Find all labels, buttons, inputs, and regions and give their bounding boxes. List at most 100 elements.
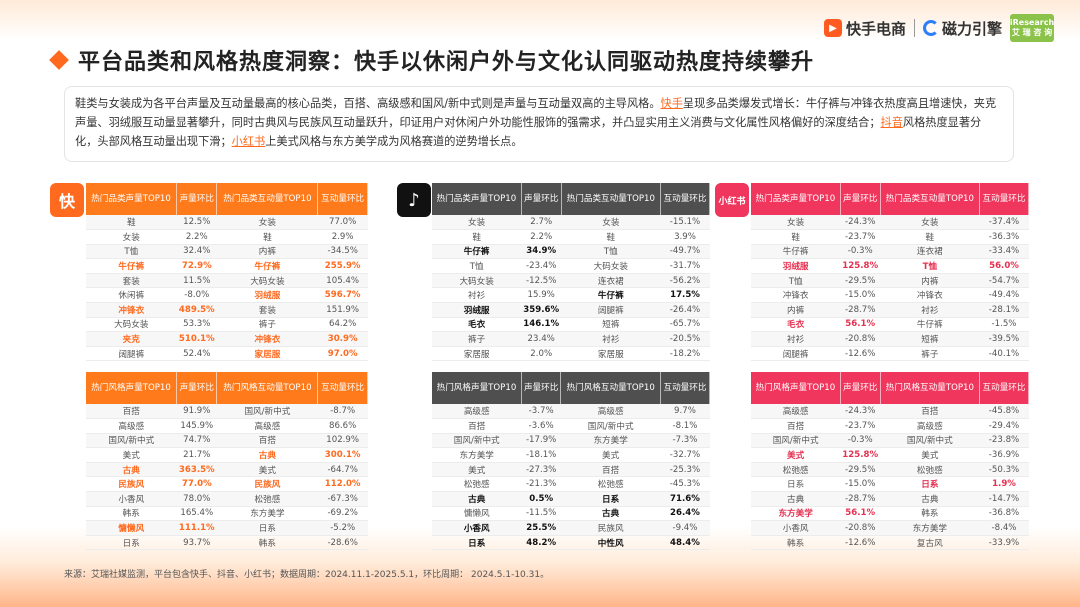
voice-change-value: 23.4%	[521, 331, 562, 347]
interaction-item: 复古风	[880, 535, 980, 551]
interaction-item: 冲锋衣	[216, 331, 318, 347]
voice-change-value: -29.5%	[840, 273, 881, 289]
voice-change-value: 32.4%	[176, 244, 217, 260]
interaction-item: 美式	[216, 462, 318, 478]
interaction-item: 牛仔裤	[561, 287, 661, 304]
table-row: 古典 363.5% 美式 -64.7%	[86, 462, 368, 478]
table-row: 百搭 91.9% 国风/新中式 -8.7%	[86, 404, 368, 420]
column-header: 热门风格声量TOP10	[86, 372, 178, 404]
interaction-item: 牛仔裤	[880, 317, 980, 333]
interaction-change-value: 3.9%	[660, 229, 710, 245]
voice-change-value: 74.7%	[176, 433, 217, 449]
voice-item: 内裤	[751, 302, 841, 318]
voice-item: 百搭	[751, 418, 841, 434]
voice-item: 女装	[86, 229, 177, 245]
table-row: 韩系 165.4% 东方美学 -69.2%	[86, 506, 368, 522]
table-row: T恤 -29.5% 内裤 -54.7%	[751, 273, 1029, 289]
table-row: 鞋 12.5% 女装 77.0%	[86, 215, 368, 231]
table-row: 牛仔裤 72.9% 牛仔裤 255.9%	[86, 258, 368, 274]
kuaishou-logo-icon: ▶	[823, 19, 842, 37]
voice-change-value: 15.9%	[521, 287, 562, 304]
voice-item: 东方美学	[432, 447, 522, 463]
interaction-item: 女装	[880, 215, 980, 231]
voice-item: 家居服	[432, 346, 522, 362]
summary-text: 呈现多品类爆发式增长：牛仔裤与冲锋衣热度高且增速快，夹克声量、羽绒服互动量显著攀…	[75, 97, 997, 129]
interaction-change-value: 300.1%	[317, 447, 368, 463]
interaction-change-value: -40.1%	[979, 346, 1029, 362]
voice-item: 松弛感	[432, 476, 522, 493]
interaction-item: 阔腿裤	[561, 302, 661, 318]
interaction-change-value: -20.5%	[660, 331, 710, 347]
interaction-change-value: 9.7%	[660, 404, 710, 420]
xiaohongshu-link[interactable]: 小红书	[231, 135, 266, 148]
interaction-item: 高级感	[880, 418, 980, 434]
interaction-item: 松弛感	[560, 476, 661, 493]
column-header: 热门风格互动量TOP10	[560, 372, 661, 404]
column-header: 互动量环比	[660, 183, 710, 215]
interaction-item: 古典	[560, 506, 661, 522]
voice-change-value: -20.8%	[840, 331, 881, 347]
voice-item: 美式	[751, 447, 841, 463]
table-row: 百搭 -23.7% 高级感 -29.4%	[751, 418, 1029, 434]
xiaohongshu-category-table: 热门品类声量TOP10 声量环比 热门品类互动量TOP10 互动量环比 女装 -24.3%…	[751, 183, 1029, 362]
interaction-change-value: -9.4%	[660, 520, 710, 536]
voice-change-value: -15.0%	[840, 287, 881, 304]
column-header: 热门风格互动量TOP10	[880, 372, 981, 404]
interaction-item: 国风/新中式	[216, 404, 318, 420]
table-row: 冲锋衣 -15.0% 冲锋衣 -49.4%	[751, 287, 1029, 304]
voice-item: 慵懒风	[86, 520, 177, 536]
voice-change-value: -17.9%	[521, 433, 561, 449]
douyin-link[interactable]: 抖音	[880, 116, 903, 129]
interaction-change-value: 71.6%	[660, 491, 710, 507]
voice-change-value: 12.5%	[176, 215, 217, 231]
voice-item: 小香风	[751, 520, 841, 536]
interaction-change-value: -64.7%	[317, 462, 368, 478]
column-header: 互动量环比	[317, 183, 368, 215]
interaction-change-value: -15.1%	[660, 215, 710, 231]
voice-change-value: 48.2%	[521, 535, 561, 551]
interaction-change-value: -29.4%	[979, 418, 1029, 434]
table-row: 牛仔裤 -0.3% 连衣裙 -33.4%	[751, 244, 1029, 260]
interaction-item: 古典	[216, 447, 318, 463]
column-header: 声量环比	[176, 183, 218, 215]
title-row: 平台品类和风格热度洞察：快手以休闲户外与文化认同驱动热度持续攀升	[49, 44, 814, 76]
interaction-item: T恤	[880, 258, 980, 274]
voice-item: 衬衫	[432, 287, 522, 304]
voice-item: 国风/新中式	[86, 433, 177, 449]
kuaishou-link[interactable]: 快手	[660, 97, 683, 110]
interaction-change-value: -14.7%	[979, 491, 1029, 507]
column-header: 热门品类互动量TOP10	[561, 183, 662, 215]
table-row: 东方美学 56.1% 韩系 -36.8%	[751, 506, 1029, 522]
voice-item: 国风/新中式	[432, 433, 522, 449]
kuaishou-icon: 快	[50, 183, 84, 217]
interaction-change-value: -36.8%	[979, 506, 1029, 522]
voice-change-value: 77.0%	[176, 476, 217, 493]
voice-change-value: 91.9%	[176, 404, 217, 420]
table-row: 休闲裤 -8.0% 羽绒服 596.7%	[86, 287, 368, 304]
interaction-item: 内裤	[216, 244, 318, 260]
voice-item: 大码女装	[86, 317, 177, 333]
voice-change-value: 146.1%	[521, 317, 562, 333]
column-header: 互动量环比	[979, 372, 1029, 404]
interaction-change-value: 48.4%	[660, 535, 710, 551]
interaction-item: 东方美学	[560, 433, 661, 449]
interaction-change-value: 56.0%	[979, 258, 1029, 274]
logo-divider	[913, 19, 915, 37]
interaction-change-value: -39.5%	[979, 331, 1029, 347]
table-row: 古典 -28.7% 古典 -14.7%	[751, 491, 1029, 507]
interaction-item: 松弛感	[880, 462, 980, 478]
table-row: 家居服 2.0% 家居服 -18.2%	[432, 346, 710, 362]
interaction-change-value: -8.7%	[317, 404, 368, 420]
interaction-item: 美式	[880, 447, 980, 463]
interaction-change-value: -32.7%	[660, 447, 710, 463]
table-header-row: 热门品类声量TOP10 声量环比 热门品类互动量TOP10 互动量环比	[432, 183, 710, 215]
interaction-item: 大码女装	[561, 258, 661, 274]
column-header: 声量环比	[840, 183, 881, 215]
interaction-change-value: -69.2%	[317, 506, 368, 522]
interaction-change-value: -37.4%	[979, 215, 1029, 231]
interaction-item: 古典	[880, 491, 980, 507]
voice-item: 百搭	[86, 404, 177, 420]
interaction-item: 国风/新中式	[560, 418, 661, 434]
voice-item: 慵懒风	[432, 506, 522, 522]
table-row: 美式 21.7% 古典 300.1%	[86, 447, 368, 463]
